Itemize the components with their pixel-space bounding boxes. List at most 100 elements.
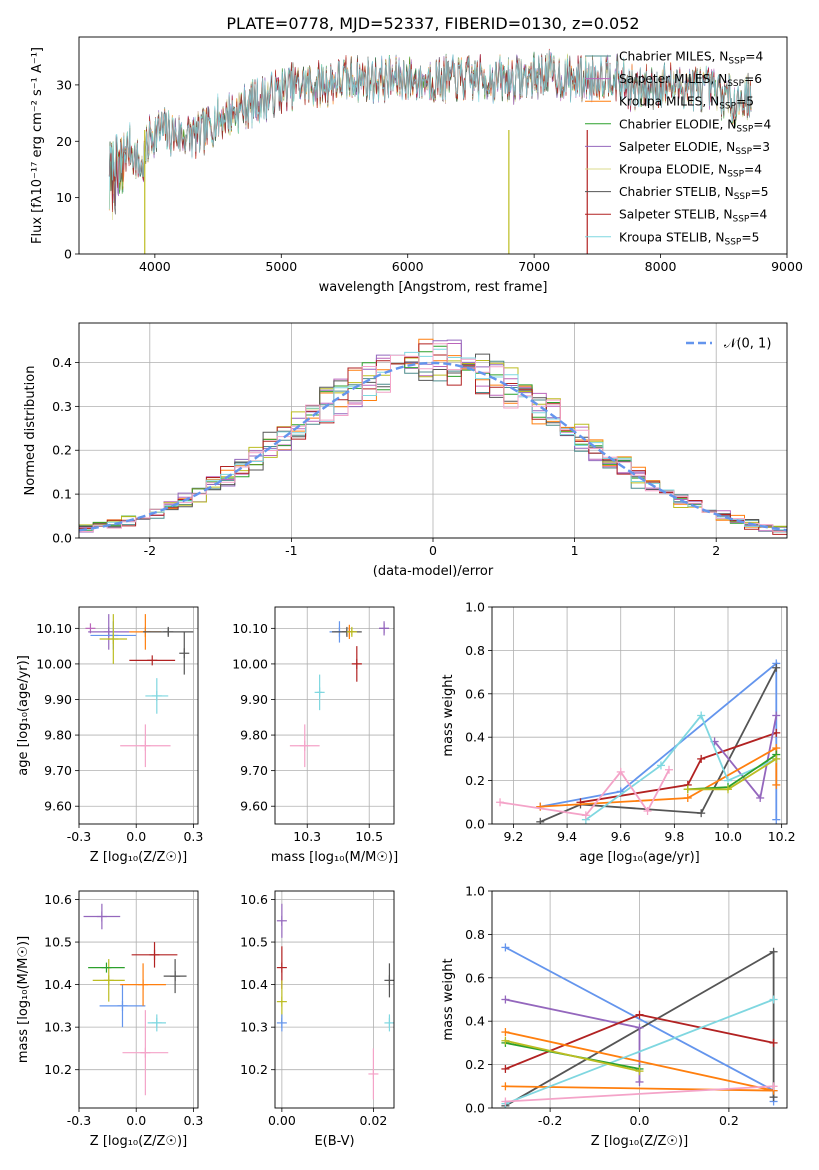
spectrum-line	[108, 50, 752, 210]
y-tick-label: 9.70	[240, 763, 268, 778]
panels: 4000 5000 6000 7000 8000 90000102030wavelengt…	[16, 36, 803, 1149]
x-axis-label: (data-model)/error	[373, 564, 494, 579]
weight-line	[540, 746, 778, 808]
plot-area-weight_vs_age	[496, 659, 781, 824]
y-tick-label: 10.2	[240, 1062, 268, 1077]
x-tick-label: 0.0	[630, 1113, 650, 1128]
errorbar-point	[346, 626, 357, 637]
x-tick-label: 9000	[771, 259, 803, 274]
errorbar-point	[99, 984, 146, 1028]
gaussian-curve	[79, 361, 787, 532]
errorbar-point	[384, 1014, 394, 1032]
x-tick-label: -0.3	[67, 1113, 91, 1128]
weight-line	[580, 732, 777, 804]
panel-mass_vs_Z: -0.3 0.0 0.3 10.2 10.3 10.4 10.5 10.6 Z [log₁₀(Z…	[16, 890, 203, 1149]
y-tick-label: 30	[56, 77, 72, 92]
errorbar-point	[276, 903, 287, 938]
plot-area-mass_vs_Z	[83, 903, 187, 1096]
panel-weight_vs_age: 9.2 9.4 9.6 9.8 10.0 10.2 0.0 0.2 0.4 0.6 0.8 1.0 ag…	[441, 600, 796, 866]
x-tick-label: 10.3	[293, 829, 321, 844]
weight-series	[501, 1036, 644, 1076]
y-tick-label: 10.6	[44, 892, 72, 907]
y-tick-label: 1.0	[465, 600, 485, 615]
panel-age_vs_mass: 10.3 10.5 9.60 9.70 9.80 9.90 10.00 10.10 mass […	[232, 606, 398, 865]
grid-age_vs_mass	[275, 607, 394, 824]
errorbar-point	[163, 959, 187, 994]
x-axis-label: Z [log₁₀(Z/Z☉)]	[90, 1134, 187, 1149]
y-tick-label: 10.6	[240, 892, 268, 907]
y-tick-label: 0.2	[465, 1057, 485, 1072]
plot-area-residuals	[79, 338, 787, 535]
x-axis-label: Z [log₁₀(Z/Z☉)]	[591, 1134, 688, 1149]
y-tick-label: 10.10	[36, 621, 72, 636]
panel-age_vs_Z: -0.3 0.0 0.3 9.60 9.70 9.80 9.90 10.00 10.10 Z [l…	[16, 606, 203, 865]
y-axis-label: mass weight	[441, 958, 456, 1040]
legend-label: Chabrier STELIB, NSSP=5	[619, 185, 769, 202]
axes-frame	[78, 322, 788, 539]
x-tick-label: 6000	[392, 259, 424, 274]
x-tick-label: 0.0	[126, 829, 146, 844]
weight-series	[501, 1082, 778, 1106]
errorbar-point	[145, 678, 169, 714]
y-tick-label: 9.90	[240, 692, 268, 707]
x-tick-label: 8000	[645, 259, 677, 274]
x-tick-label: 7000	[518, 259, 550, 274]
y-tick-label: 0.0	[465, 1101, 485, 1116]
x-tick-label: 0.3	[183, 829, 203, 844]
weight-line	[539, 667, 778, 823]
x-tick-label: 5000	[265, 259, 297, 274]
legend-label: Kroupa STELIB, NSSP=5	[619, 230, 759, 247]
weight-line	[505, 998, 774, 1105]
x-tick-label: 10.5	[355, 829, 383, 844]
y-tick-label: 0.4	[465, 1014, 485, 1029]
plot-area-weight_vs_Z	[501, 943, 778, 1108]
y-tick-label: 0.3	[52, 399, 72, 414]
legend-label: Kroupa ELODIE, NSSP=4	[619, 163, 762, 180]
y-tick-label: 10.00	[36, 656, 72, 671]
y-tick-label: 9.70	[44, 763, 72, 778]
x-tick-label: 9.8	[664, 829, 684, 844]
x-tick-label: 10.2	[768, 829, 796, 844]
y-tick-label: 0.6	[465, 970, 485, 985]
weight-series	[501, 995, 644, 1086]
errorbar-point	[289, 724, 320, 768]
x-tick-label: 1	[571, 543, 579, 558]
y-tick-label: 1.0	[465, 884, 485, 899]
y-tick-label: 9.80	[44, 728, 72, 743]
plot-area-spectrum	[108, 48, 752, 254]
errorbar-point	[179, 631, 190, 675]
weight-series	[536, 744, 781, 811]
y-axis-label: mass [log₁₀(M/M☉)]	[16, 936, 31, 1063]
y-tick-label: 10.3	[44, 1020, 72, 1035]
errorbar-point	[143, 626, 194, 637]
x-tick-label: 0.0	[126, 1113, 146, 1128]
y-tick-label: 0.4	[465, 730, 485, 745]
weight-line	[505, 1039, 640, 1072]
y-tick-label: 0.8	[465, 927, 485, 942]
x-axis-label: wavelength [Angstrom, rest frame]	[319, 280, 548, 295]
x-tick-label: 0.00	[268, 1113, 296, 1128]
y-tick-label: 9.80	[240, 728, 268, 743]
y-tick-label: 0.4	[52, 355, 72, 370]
spectrum-line	[108, 53, 752, 221]
x-tick-label: -0.2	[538, 1113, 562, 1128]
x-tick-label: 2	[712, 543, 720, 558]
errorbar-point	[83, 903, 121, 930]
x-tick-label: 0	[429, 543, 437, 558]
axes-frame	[491, 890, 788, 1109]
y-tick-label: 10.00	[232, 656, 268, 671]
x-tick-label: 0.3	[183, 1113, 203, 1128]
panel-residuals: -2 -1 0 1 2 0.0 0.1 0.2 0.3 0.4 (data-model)/error…	[23, 322, 788, 579]
weight-line	[505, 1085, 774, 1103]
x-tick-label: 9.4	[557, 829, 577, 844]
y-tick-label: 0.6	[465, 686, 485, 701]
y-tick-label: 20	[56, 134, 72, 149]
x-tick-label: 0.2	[719, 1113, 739, 1128]
errorbar-point	[131, 942, 178, 968]
x-tick-label: -0.3	[67, 829, 91, 844]
plot-area-age_vs_Z	[85, 614, 194, 768]
y-axis-label: Normed distribution	[23, 366, 38, 496]
errorbar-point	[120, 963, 166, 1006]
errorbar-point	[379, 621, 390, 636]
y-tick-label: 0	[64, 247, 72, 262]
